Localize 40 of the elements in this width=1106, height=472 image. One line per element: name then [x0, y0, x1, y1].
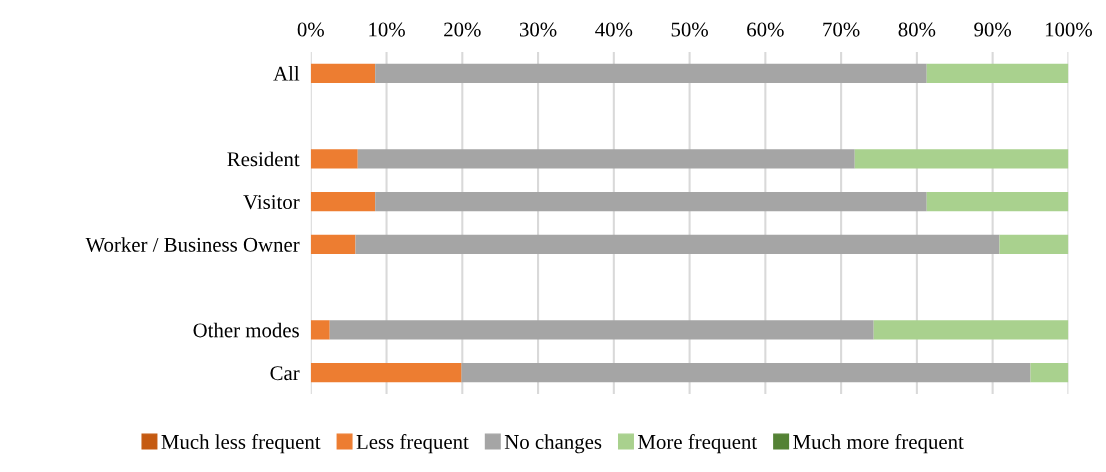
bar — [873, 320, 1069, 340]
legend-label: More frequent — [638, 434, 758, 454]
x-tick-label: 50% — [671, 22, 708, 37]
legend-label: No changes — [504, 434, 602, 454]
bar — [461, 363, 1031, 383]
y-tick-label: All — [273, 66, 300, 81]
bar — [854, 149, 1069, 169]
bar — [375, 63, 927, 83]
bar — [355, 234, 1000, 255]
y-tick-label: Resident — [227, 151, 300, 167]
legend-label: Much more frequent — [793, 434, 964, 454]
legend-label: Much less frequent — [161, 434, 321, 454]
x-tick-label: 90% — [974, 22, 1012, 37]
x-tick-label: 30% — [519, 22, 557, 37]
bar — [310, 320, 330, 340]
bar — [357, 149, 855, 169]
bar — [1030, 363, 1069, 383]
bar — [375, 192, 927, 212]
bar — [310, 63, 376, 83]
bar — [999, 234, 1069, 255]
bar — [926, 63, 1069, 83]
bar — [310, 192, 376, 212]
y-tick-label: Other modes — [193, 322, 299, 338]
x-tick-label: 70% — [823, 22, 860, 37]
x-tick-label: 60% — [747, 22, 784, 37]
bar — [329, 320, 874, 340]
x-tick-label: 80% — [898, 22, 936, 37]
x-tick-label: 10% — [369, 22, 405, 37]
x-tick-label: 20% — [444, 22, 481, 37]
x-tick-label: 40% — [595, 22, 633, 37]
x-tick-label: 100% — [1045, 22, 1092, 37]
bar — [926, 192, 1069, 212]
x-tick-label: 0% — [297, 22, 324, 37]
bar — [310, 149, 358, 169]
legend-label: Less frequent — [356, 434, 469, 454]
bar — [310, 234, 356, 255]
bar — [310, 363, 462, 383]
y-tick-label: Visitor — [243, 195, 300, 210]
y-tick-label: Worker / Business Owner — [85, 237, 300, 252]
y-tick-label: Car — [270, 366, 300, 381]
